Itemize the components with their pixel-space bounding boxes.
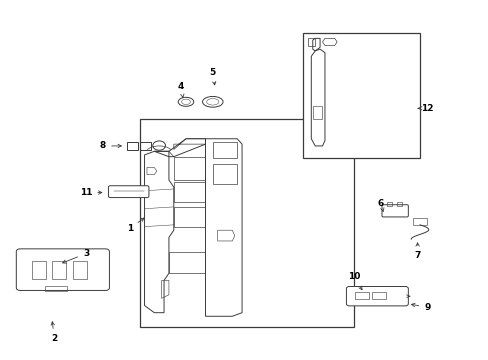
Bar (354, 292, 368, 300)
FancyBboxPatch shape (381, 205, 407, 217)
Bar (140, 119, 353, 327)
Bar (371, 292, 385, 300)
Bar (173, 182, 205, 202)
Bar (212, 142, 237, 158)
Text: 9: 9 (411, 303, 429, 312)
Bar (52, 261, 65, 279)
Text: 11: 11 (80, 188, 102, 197)
Bar (140, 141, 151, 149)
Bar (44, 286, 66, 291)
FancyBboxPatch shape (108, 186, 149, 198)
Text: 5: 5 (209, 68, 216, 85)
Bar (73, 261, 86, 279)
Text: 4: 4 (178, 82, 184, 98)
Bar (173, 207, 205, 226)
Bar (303, 33, 419, 158)
Text: 8: 8 (100, 141, 121, 150)
Text: 2: 2 (51, 322, 57, 343)
Bar (396, 202, 401, 206)
Bar (412, 219, 427, 225)
FancyBboxPatch shape (16, 249, 109, 291)
Text: 6: 6 (377, 199, 384, 211)
Bar (32, 261, 46, 279)
Text: 10: 10 (347, 272, 361, 290)
Text: 12: 12 (417, 104, 433, 113)
Text: 7: 7 (413, 243, 420, 260)
Bar (313, 107, 322, 119)
Bar (386, 202, 391, 206)
FancyBboxPatch shape (346, 287, 407, 306)
Bar (212, 164, 237, 184)
Text: 1: 1 (126, 218, 143, 233)
Text: 3: 3 (62, 249, 89, 263)
Bar (127, 141, 138, 149)
